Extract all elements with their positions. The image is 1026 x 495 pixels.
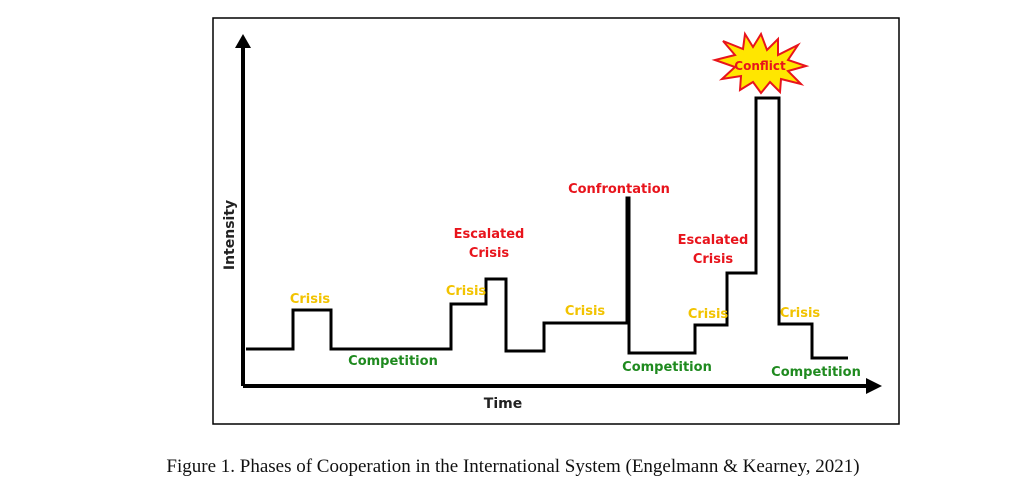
y-axis-label: Intensity	[222, 200, 238, 270]
crisis-5-line-1: Crisis	[780, 306, 821, 321]
escalated-crisis-2-line-1: Escalated	[678, 233, 749, 248]
x-axis-arrow	[866, 378, 882, 394]
crisis-2-line-1: Crisis	[446, 284, 487, 299]
escalated-crisis-1-line-1: Escalated	[454, 227, 525, 242]
escalated-crisis-label-2: Escalated Crisis	[678, 233, 749, 267]
crisis-label-2: Crisis	[446, 284, 487, 299]
x-axis-label: Time	[484, 396, 522, 412]
conflict-label: Conflict	[734, 59, 786, 73]
crisis-1-line-1: Crisis	[290, 292, 331, 307]
figure-frame	[212, 17, 900, 425]
competition-2-line-1: Competition	[622, 360, 712, 375]
escalated-crisis-2-line-2: Crisis	[693, 252, 734, 267]
crisis-4-line-1: Crisis	[688, 307, 729, 322]
y-axis-arrow	[235, 34, 251, 48]
escalated-crisis-1-line-2: Crisis	[469, 246, 510, 261]
competition-label-1: Competition	[348, 354, 438, 369]
figure-caption: Figure 1. Phases of Cooperation in the I…	[166, 456, 860, 477]
crisis-label-5: Crisis	[780, 306, 821, 321]
confrontation-label: Confrontation	[568, 182, 670, 197]
competition-3-line-1: Competition	[771, 365, 861, 380]
crisis-label-1: Crisis	[290, 292, 331, 307]
crisis-3-line-1: Crisis	[565, 304, 606, 319]
crisis-label-4: Crisis	[688, 307, 729, 322]
competition-label-3: Competition	[771, 365, 861, 380]
crisis-label-3: Crisis	[565, 304, 606, 319]
intensity-step-line	[246, 96, 848, 360]
competition-1-line-1: Competition	[348, 354, 438, 369]
conflict-burst: Conflict	[711, 31, 810, 95]
escalated-crisis-label-1: Escalated Crisis	[454, 227, 525, 261]
phases-diagram: Intensity Time Conflict Crisis Competiti…	[212, 17, 900, 425]
confrontation-line-1: Confrontation	[568, 182, 670, 197]
competition-label-2: Competition	[622, 360, 712, 375]
